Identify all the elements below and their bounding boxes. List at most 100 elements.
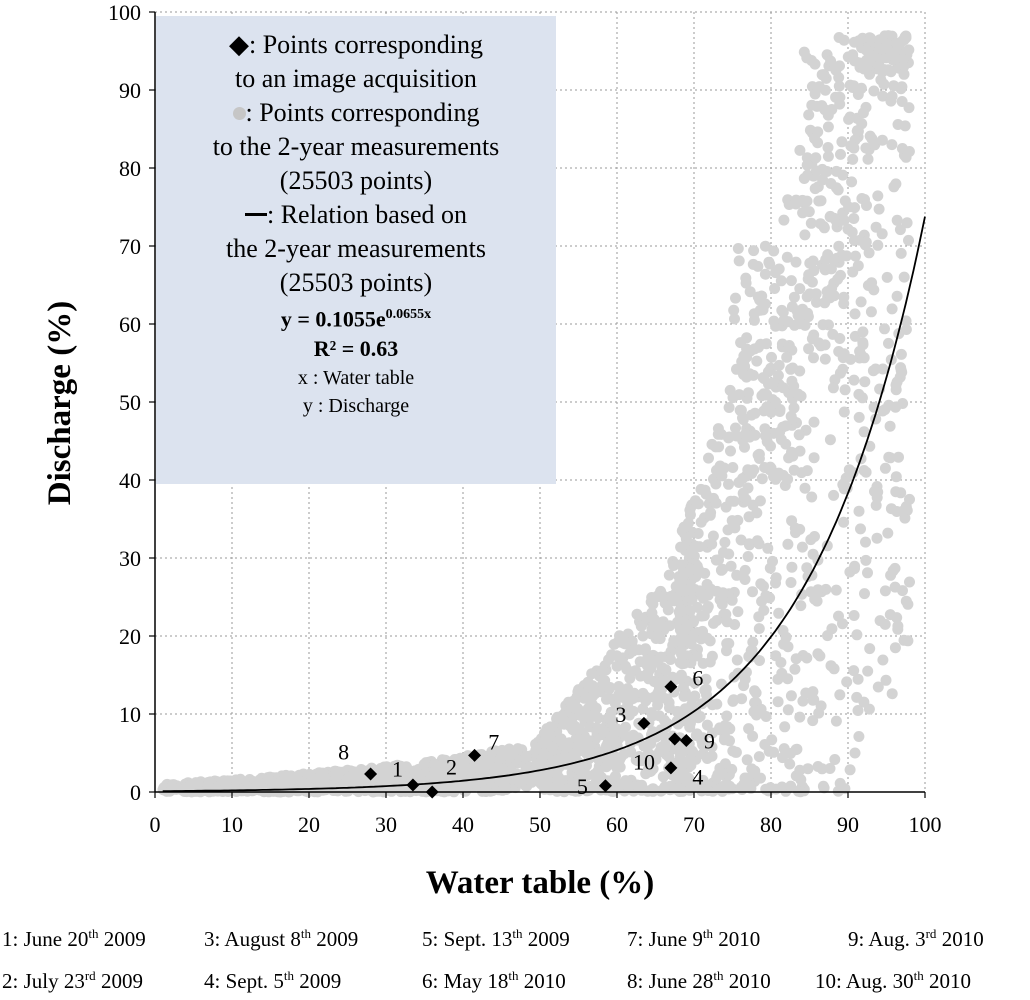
measurement-point	[851, 629, 863, 641]
measurement-point	[782, 538, 794, 550]
measurement-point	[676, 658, 688, 670]
y-tick-label: 90	[119, 78, 141, 103]
x-tick-label: 70	[683, 812, 705, 837]
measurement-point	[893, 451, 904, 463]
y-tick-label: 50	[119, 390, 141, 415]
measurement-point	[686, 545, 698, 557]
measurement-point	[751, 355, 763, 367]
measurement-point	[844, 79, 856, 91]
equation-exponent: 0.0655x	[385, 307, 432, 322]
measurement-point	[836, 136, 848, 148]
measurement-point	[883, 451, 895, 463]
measurement-point	[711, 698, 723, 710]
measurement-point	[587, 680, 599, 692]
point-label-3: 3	[615, 702, 626, 727]
measurement-point	[803, 269, 815, 281]
measurement-point	[816, 100, 828, 112]
measurement-point	[882, 527, 894, 539]
measurement-point	[659, 781, 671, 793]
measurement-point	[819, 353, 831, 365]
measurement-point	[830, 715, 842, 727]
measurement-point	[896, 96, 908, 107]
measurement-point	[641, 654, 653, 666]
measurement-point	[770, 572, 782, 584]
measurement-point	[725, 495, 737, 507]
measurement-point	[330, 771, 342, 783]
measurement-point	[582, 739, 594, 751]
measurement-point	[787, 362, 799, 374]
measurement-point	[733, 255, 745, 267]
measurement-point	[844, 467, 856, 479]
measurement-point	[859, 376, 871, 388]
measurement-point	[830, 165, 842, 177]
x-tick-label: 10	[221, 812, 243, 837]
measurement-point	[772, 696, 784, 708]
fit-equation: y = 0.1055e0.0655x	[156, 300, 556, 334]
measurement-point	[901, 217, 913, 229]
measurement-point	[696, 698, 708, 710]
measurement-point	[693, 564, 705, 576]
measurement-point	[799, 482, 811, 494]
measurement-point	[860, 236, 872, 248]
measurement-point	[779, 721, 791, 733]
measurement-point	[853, 57, 865, 69]
measurement-point	[792, 388, 804, 400]
measurement-point	[853, 505, 865, 517]
measurement-point	[755, 578, 767, 590]
measurement-point	[737, 414, 749, 426]
measurement-point	[785, 275, 797, 287]
measurement-point	[875, 74, 887, 86]
measurement-point	[829, 754, 841, 765]
measurement-point	[810, 152, 822, 164]
gray-dot-icon	[232, 106, 246, 120]
measurement-point	[603, 683, 615, 695]
measurement-point	[789, 663, 801, 675]
measurement-point	[667, 671, 678, 683]
measurement-point	[727, 462, 739, 473]
measurement-point	[881, 271, 893, 283]
measurement-point	[724, 780, 736, 792]
measurement-point	[870, 363, 882, 375]
measurement-point	[560, 741, 572, 753]
measurement-point	[900, 595, 912, 607]
measurement-point	[846, 226, 858, 238]
measurement-point	[806, 333, 818, 345]
measurement-point	[862, 665, 874, 677]
measurement-point	[714, 723, 726, 734]
measurement-point	[781, 251, 793, 263]
measurement-point	[812, 137, 824, 149]
measurement-point	[761, 389, 773, 401]
legend-dot-text-3: (25503 points)	[279, 166, 433, 195]
measurement-point	[601, 693, 612, 705]
measurement-point	[865, 306, 877, 318]
measurement-point	[889, 642, 901, 654]
measurement-point	[746, 468, 758, 479]
measurement-point	[868, 85, 880, 97]
measurement-point	[627, 705, 639, 717]
point-labels: 8 1 2 7 5 3 6 10 94	[338, 665, 715, 798]
measurement-point	[807, 694, 819, 706]
measurement-point	[851, 691, 863, 703]
measurement-point	[797, 303, 808, 315]
measurement-point	[747, 499, 759, 511]
measurement-point	[512, 743, 524, 755]
measurement-point	[751, 535, 763, 547]
measurement-point	[895, 364, 907, 376]
x-tick-label: 90	[837, 812, 859, 837]
measurement-point	[799, 229, 811, 241]
measurement-point	[801, 652, 813, 664]
measurement-point	[732, 606, 744, 618]
measurement-point	[855, 523, 866, 535]
measurement-point	[825, 263, 837, 275]
measurement-point	[780, 420, 792, 432]
measurement-point	[720, 608, 732, 620]
measurement-point	[825, 178, 837, 189]
measurement-point	[741, 754, 753, 766]
measurement-point	[664, 620, 676, 632]
image-point-2	[425, 785, 439, 799]
legend-line-row: : Relation based on	[156, 198, 556, 232]
point-label-7: 7	[488, 729, 499, 754]
measurement-point	[450, 759, 462, 771]
measurement-point	[799, 205, 811, 217]
measurement-point	[847, 153, 859, 165]
